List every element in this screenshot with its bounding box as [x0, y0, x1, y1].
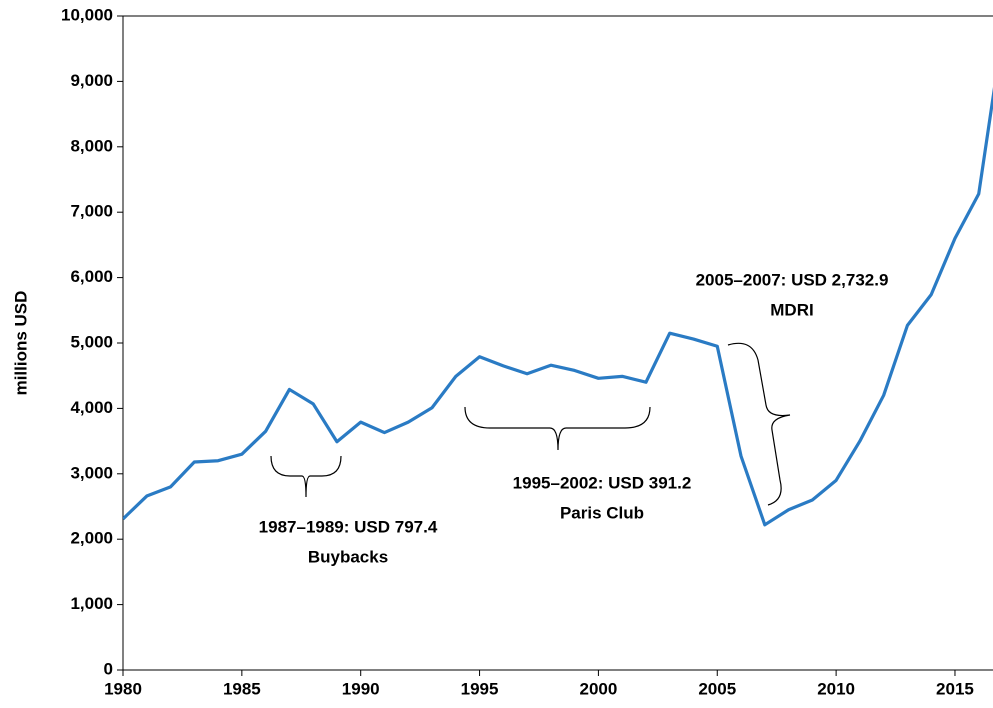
- brace: [464, 406, 651, 451]
- brace: [727, 342, 791, 506]
- annotation: 1987–1989: USD 797.4: [259, 517, 438, 536]
- y-tick-label: 10,000: [61, 5, 113, 24]
- x-tick-label: 2000: [579, 679, 617, 698]
- annotation: 1995–2002: USD 391.2: [513, 473, 692, 492]
- y-tick-label: 9,000: [70, 71, 113, 90]
- y-tick-label: 6,000: [70, 267, 113, 286]
- x-tick-label: 2015: [936, 679, 974, 698]
- y-tick-label: 7,000: [70, 202, 113, 221]
- y-tick-label: 1,000: [70, 594, 113, 613]
- x-tick-label: 1990: [342, 679, 380, 698]
- annotation: Paris Club: [560, 503, 644, 522]
- x-tick-label: 1985: [223, 679, 261, 698]
- annotation: Buybacks: [308, 547, 388, 566]
- y-tick-label: 5,000: [70, 332, 113, 351]
- y-tick-label: 8,000: [70, 136, 113, 155]
- line-series: [123, 86, 993, 527]
- x-tick-label: 2010: [817, 679, 855, 698]
- y-tick-label: 3,000: [70, 463, 113, 482]
- annotation: MDRI: [770, 300, 813, 319]
- x-tick-label: 2005: [698, 679, 736, 698]
- x-tick-label: 1995: [461, 679, 499, 698]
- y-axis-title: millions USD: [11, 291, 30, 396]
- y-tick-label: 4,000: [70, 398, 113, 417]
- brace: [270, 455, 342, 498]
- annotation: 2005–2007: USD 2,732.9: [696, 270, 889, 289]
- x-tick-label: 1980: [104, 679, 142, 698]
- y-tick-label: 0: [104, 659, 113, 678]
- y-tick-label: 2,000: [70, 529, 113, 548]
